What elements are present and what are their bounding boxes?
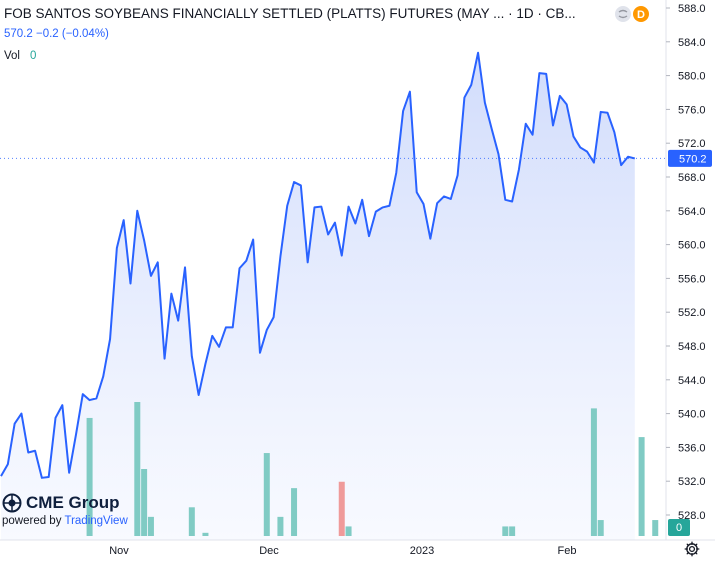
time-axis[interactable]: Nov Dec 2023 Feb — [109, 545, 576, 557]
price-change-line: 570.2 −0.2 (−0.04%) — [4, 28, 109, 40]
volume-bar — [147, 516, 154, 536]
price-axis[interactable]: 588.0 584.0 580.0 576.0 572.0 568.0 564.0 560.0… — [666, 3, 706, 522]
price-axis-tick-label: 544.0 — [678, 375, 706, 387]
cme-globe-icon — [2, 493, 22, 513]
powered-by-line[interactable]: powered by TradingView — [2, 515, 128, 527]
time-axis-tick-label: Nov — [109, 545, 129, 557]
symbol-title-text: FOB SANTOS SOYBEANS FINANCIALLY SETTLED … — [4, 6, 576, 21]
volume-bar — [502, 526, 509, 536]
time-axis-tick-label: Dec — [259, 545, 279, 557]
volume-bar — [509, 526, 516, 536]
volume-bar — [597, 520, 604, 536]
price-axis-tick-label: 536.0 — [678, 442, 706, 454]
volume-tag: 0 — [668, 519, 690, 536]
price-axis-tick-label: 560.0 — [678, 240, 706, 252]
last-price-tag: 570.2 — [668, 149, 712, 167]
volume-bar — [202, 532, 209, 536]
price-axis-tick-label: 556.0 — [678, 273, 706, 285]
tradingview-link[interactable]: TradingView — [64, 515, 128, 527]
price-area — [1, 52, 635, 540]
volume-bar — [338, 481, 345, 536]
price-axis-tick-label: 552.0 — [678, 307, 706, 319]
volume-legend[interactable]: Vol 0 — [4, 50, 36, 62]
symbol-title[interactable]: FOB SANTOS SOYBEANS FINANCIALLY SETTLED … — [4, 6, 576, 21]
axis-tags: 570.20 — [668, 149, 712, 536]
price-change: −0.2 — [35, 28, 59, 40]
delayed-data-icon[interactable]: D — [633, 6, 649, 22]
volume-bar — [291, 488, 298, 536]
price-axis-tick-label: 576.0 — [678, 104, 706, 116]
price-line — [0, 51, 636, 479]
cme-group-logo[interactable]: CME Group powered by TradingView — [2, 493, 128, 527]
volume-bar — [141, 469, 148, 536]
time-axis-tick-label: Feb — [558, 545, 577, 557]
market-closed-icon — [615, 6, 631, 22]
volume-tag-box — [668, 519, 690, 536]
price-axis-tick-label: 568.0 — [678, 172, 706, 184]
price-axis-tick-label: 588.0 — [678, 3, 706, 15]
time-axis-tick-label: 2023 — [410, 545, 434, 557]
volume-bar — [277, 516, 284, 536]
price-axis-tick-label: 532.0 — [678, 476, 706, 488]
price-axis-tick-label: 564.0 — [678, 206, 706, 218]
price-series-line — [0, 51, 636, 479]
header-status-icons[interactable]: D — [614, 5, 654, 23]
powered-by-text: powered by — [2, 515, 62, 527]
volume-value: 0 — [30, 50, 37, 62]
price-axis-tick-label: 580.0 — [678, 71, 706, 83]
volume-bar — [86, 417, 93, 536]
volume-bar — [345, 526, 352, 536]
volume-bar — [652, 520, 659, 536]
volume-bar — [263, 453, 270, 536]
price-axis-tick-label: 572.0 — [678, 138, 706, 150]
last-price-tag-box — [668, 149, 712, 167]
price-axis-tick-label: 548.0 — [678, 341, 706, 353]
settings-gear-icon[interactable] — [684, 541, 700, 557]
delayed-data-letter: D — [637, 9, 645, 21]
volume-bars — [86, 402, 659, 536]
volume-bar — [188, 507, 195, 536]
price-axis-tick-label: 540.0 — [678, 409, 706, 421]
last-price: 570.2 — [4, 28, 33, 40]
price-axis-tick-label: 584.0 — [678, 37, 706, 49]
volume-bar — [590, 408, 597, 536]
volume-bar — [638, 437, 645, 536]
price-change-percent: (−0.04%) — [61, 28, 109, 40]
last-price-tag-label: 570.2 — [679, 153, 707, 165]
brand-name: CME Group — [26, 493, 120, 512]
volume-tag-label: 0 — [676, 522, 682, 534]
volume-label: Vol — [4, 50, 20, 62]
volume-bar — [134, 402, 141, 536]
price-area-fill — [1, 52, 635, 540]
